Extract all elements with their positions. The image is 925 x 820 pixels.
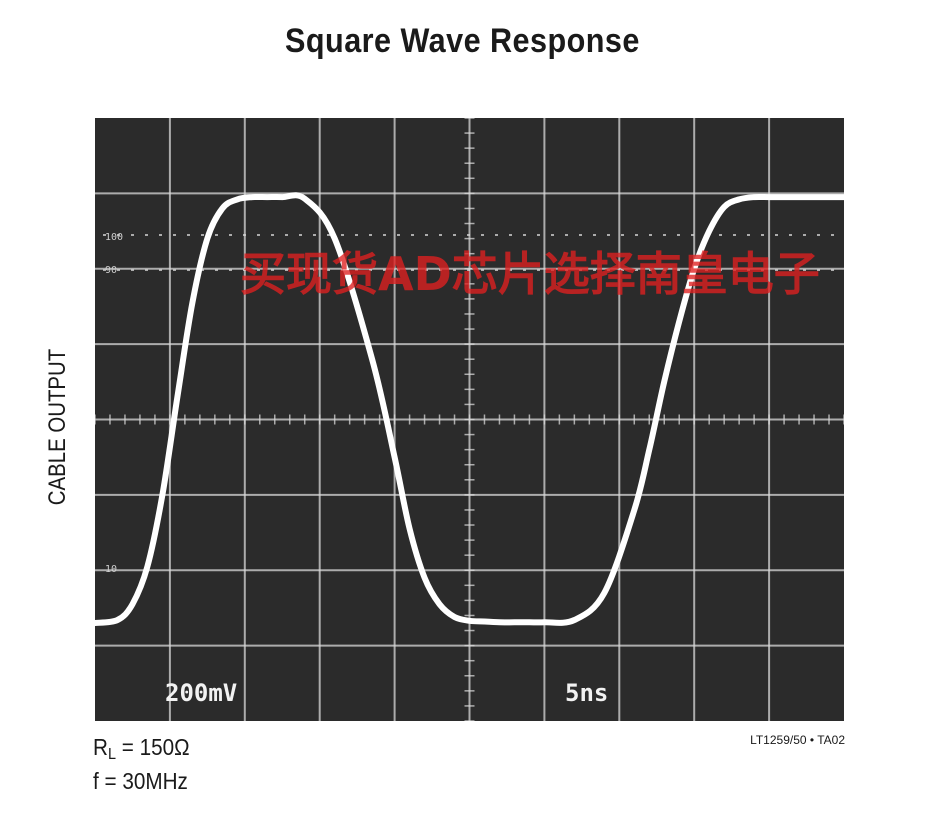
watermark-text: 买现货AD芯片选择南皇电子 (240, 247, 820, 301)
load-resistance: RL = 150Ω (93, 734, 190, 764)
horizontal-scale-label: 5ns (565, 679, 608, 707)
reticle-mark-10: 10 (105, 564, 117, 575)
frequency: f = 30MHz (93, 768, 188, 794)
oscilloscope-plot: 100 90 10 200mV 5ns (95, 118, 844, 721)
rl-symbol: R (93, 734, 108, 760)
vertical-scale-label: 200mV (165, 679, 237, 707)
reticle-mark-90: 90 (105, 265, 117, 276)
chart-title: Square Wave Response (285, 22, 640, 60)
figure-id: LT1259/50 • TA02 (750, 733, 845, 747)
reticle-mark-100: 100 (105, 232, 123, 243)
rl-value: = 150Ω (115, 734, 190, 760)
y-axis-label: CABLE OUTPUT (44, 348, 71, 506)
rl-subscript: L (107, 746, 116, 763)
reticle-marks: 100 90 10 (105, 232, 123, 575)
waveform-trace (95, 192, 844, 626)
